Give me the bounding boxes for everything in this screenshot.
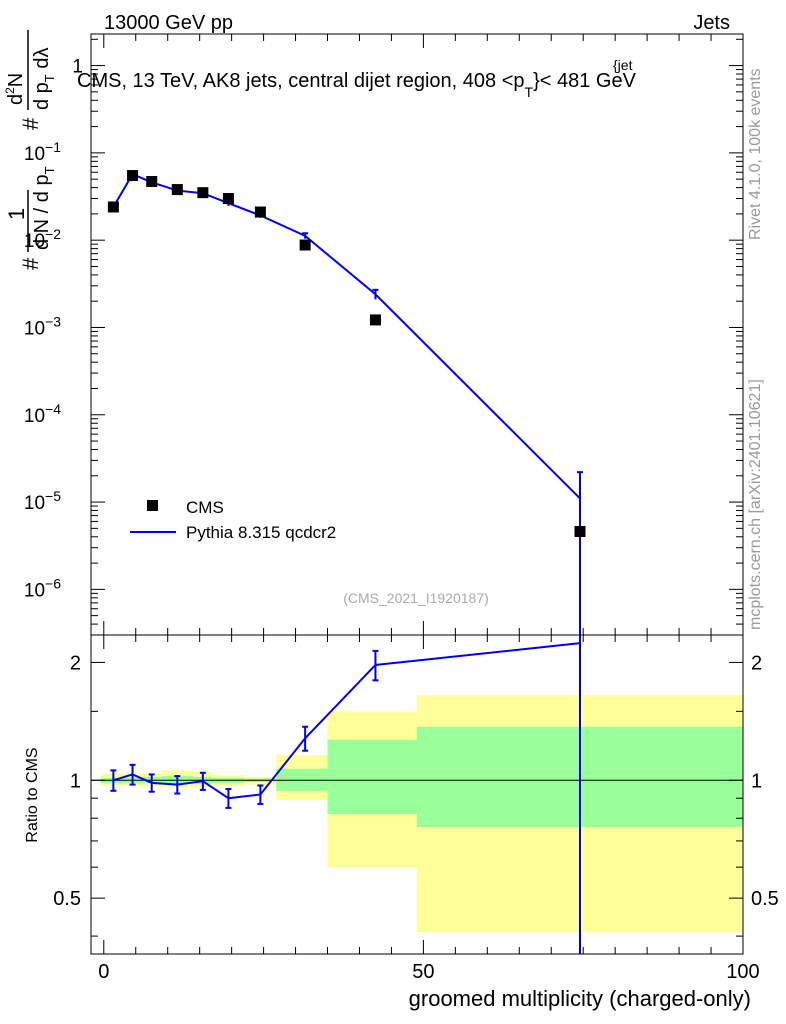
ratio-axis-ticks: 0.5 0.5 1 1 2 2 0 50 100: [53, 635, 779, 983]
x-axis-label: groomed multiplicity (charged-only): [409, 986, 751, 1011]
header-category-label: Jets: [693, 12, 730, 34]
ratio-uncertainty-bands: [100, 695, 743, 932]
ratio-y-axis-label: Ratio to CMS: [24, 747, 41, 842]
ratio-panel-frame: [90, 634, 744, 955]
main-axis-ticks: 10−6 10−5 10−4 10−3 10−2 10−1 1: [24, 34, 744, 636]
data-point: [171, 184, 183, 196]
data-point: [254, 206, 266, 218]
data-point: [197, 187, 209, 199]
ylabel-hash-2: #: [18, 117, 43, 130]
legend: CMS Pythia 8.315 qcdcr2: [130, 498, 336, 542]
ratio-y-tick-label-right-0: 0.5: [751, 888, 779, 910]
band-inner: [327, 739, 417, 815]
ratio-mc-series: [110, 635, 581, 954]
ylabel-denominator: d pT dλ: [31, 48, 57, 110]
mcplots-source-label: mcplots.cern.ch [arXiv:2401.10621]: [747, 379, 764, 630]
data-point: [107, 201, 119, 213]
data-point: [369, 314, 381, 326]
x-tick-label-2: 100: [726, 961, 759, 983]
main-y-axis-label: # 1 d N / d pT # d2N d pT dλ: [3, 30, 57, 270]
ratio-y-tick-label-2: 2: [70, 652, 81, 674]
chart-title: CMS, 13 TeV, AK8 jets, central dijet reg…: [77, 70, 637, 100]
ylabel-dn-dpt: d N / d pT: [31, 166, 57, 250]
x-tick-label-0: 0: [98, 961, 109, 983]
ratio-y-tick-label-right-1: 1: [751, 770, 762, 792]
ylabel-numerator: d2N: [3, 73, 27, 105]
main-y-tick-label-5: 10−1: [24, 139, 61, 165]
header-collision-label: 13000 GeV pp: [104, 12, 233, 34]
main-y-tick-label-2: 10−4: [24, 401, 61, 427]
x-tick-label-1: 50: [412, 961, 434, 983]
data-point: [299, 239, 311, 251]
rivet-version-label: Rivet 4.1.0, 100k events: [747, 68, 764, 240]
main-y-tick-label-3: 10−3: [24, 313, 61, 339]
data-point: [574, 525, 586, 537]
chart-title-main: CMS, 13 TeV, AK8 jets, central dijet reg…: [77, 70, 525, 92]
main-panel: 10−6 10−5 10−4 10−3 10−2 10−1 1 CMS, 13 TeV, A…: [3, 30, 744, 681]
ylabel-one: 1: [4, 208, 29, 220]
data-series: [107, 170, 586, 537]
data-point: [222, 193, 234, 205]
ylabel-hash: #: [18, 257, 43, 270]
ratio-y-tick-label-1: 1: [70, 770, 81, 792]
main-y-tick-label-6: 1: [72, 57, 83, 78]
legend-label-pythia: Pythia 8.315 qcdcr2: [186, 523, 336, 542]
main-y-tick-label-0: 10−6: [24, 575, 61, 601]
ratio-y-tick-label-right-2: 2: [751, 652, 762, 674]
ratio-mc-line: [113, 642, 581, 800]
ratio-y-tick-label-0: 0.5: [53, 888, 81, 910]
legend-marker-cms: [147, 500, 158, 511]
analysis-watermark: (CMS_2021_I1920187): [343, 590, 489, 606]
data-point: [146, 175, 158, 187]
chart-title-tail: }< 481 GeV: [533, 70, 637, 92]
main-y-tick-label-1: 10−5: [24, 488, 61, 514]
chart-title-superscript: {jet: [613, 57, 633, 73]
legend-label-cms: CMS: [186, 498, 224, 517]
ratio-panel: 0.5 0.5 1 1 2 2 0 50 100 Ratio to CMS groomed mu…: [24, 634, 779, 1011]
mc-line: [112, 172, 581, 500]
main-y-tick-label-4: 10−2: [24, 226, 61, 252]
chart-title-subscript: T: [525, 84, 534, 100]
data-point: [127, 170, 139, 182]
